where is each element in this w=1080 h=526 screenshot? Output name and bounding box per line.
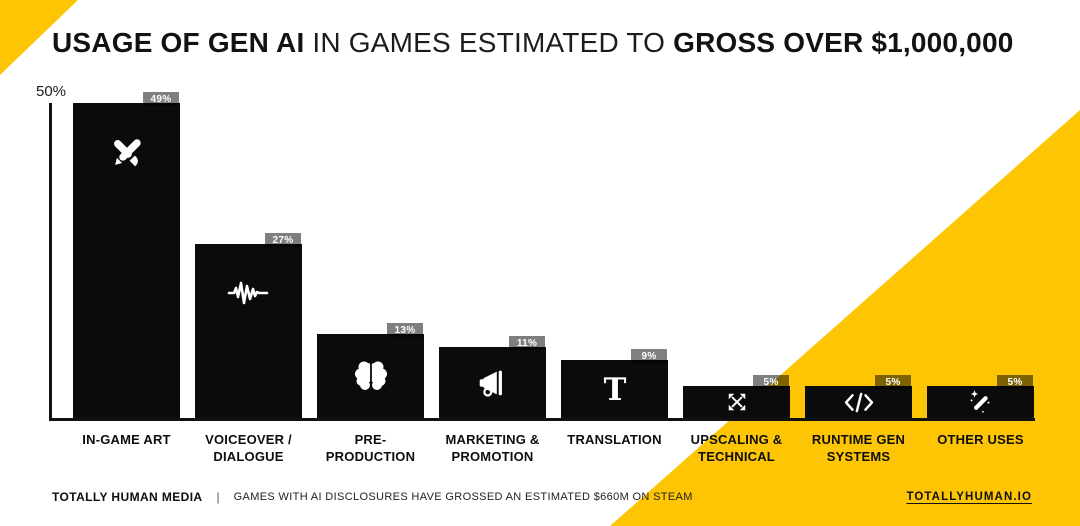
- y-axis-line: [49, 103, 52, 419]
- category-label: PRE-PRODUCTION: [325, 432, 416, 464]
- bar-runtime-gen-systems: [805, 386, 912, 418]
- title-bold-2: GROSS OVER $1,000,000: [673, 27, 1014, 58]
- value-badge: 49%: [143, 92, 179, 106]
- category-label: VOICEOVER / DIALOGUE: [205, 432, 292, 464]
- brand-name: TOTALLY HUMAN MEDIA: [52, 490, 203, 504]
- value-badge: 5%: [875, 375, 911, 389]
- megaphone-icon: [479, 370, 502, 397]
- bar-marketing-promotion: [439, 347, 546, 418]
- brain-icon: [354, 360, 387, 391]
- page-title: USAGE OF GEN AI IN GAMES ESTIMATED TO GR…: [52, 27, 1014, 59]
- bar-voiceover-dialogue: [195, 244, 302, 418]
- value-badge: 5%: [997, 375, 1033, 389]
- bar-pre-production: [317, 334, 424, 418]
- footer-divider: |: [216, 490, 220, 504]
- y-axis-tick-label: 50%: [36, 83, 67, 100]
- pencil-brush-icon: [113, 139, 141, 167]
- x-axis-line: [49, 418, 1035, 421]
- category-label: IN-GAME ART: [82, 432, 171, 447]
- title-bold-1: USAGE OF GEN AI: [52, 27, 305, 58]
- diagonal-band: [610, 110, 1080, 526]
- website-link[interactable]: TOTALLYHUMAN.IO: [906, 491, 1032, 503]
- magic-wand-icon: [970, 390, 989, 413]
- bar-upscaling-technical: [683, 386, 790, 418]
- value-badge: 9%: [631, 349, 667, 363]
- bar-translation: T: [561, 360, 668, 418]
- category-label: RUNTIME GEN SYSTEMS: [811, 432, 906, 464]
- svg-text:T: T: [603, 372, 626, 408]
- code-icon: [844, 392, 873, 412]
- value-badge: 27%: [265, 233, 301, 247]
- corner-triangle: [0, 0, 78, 75]
- value-badge: 13%: [387, 323, 423, 337]
- bar-in-game-art: [73, 103, 180, 418]
- value-badge: 11%: [509, 336, 545, 350]
- letter-t-icon: T: [603, 372, 626, 408]
- category-label: UPSCALING & TECHNICAL: [690, 432, 783, 464]
- footer: TOTALLY HUMAN MEDIA | GAMES WITH AI DISC…: [52, 490, 693, 504]
- category-label: TRANSLATION: [567, 432, 662, 447]
- value-badge: 5%: [753, 375, 789, 389]
- waveform-icon: [227, 281, 268, 305]
- expand-arrows-icon: [728, 393, 745, 411]
- title-regular: IN GAMES ESTIMATED TO: [312, 27, 666, 58]
- category-label: OTHER USES: [937, 432, 1024, 447]
- bar-other-uses: [927, 386, 1034, 418]
- category-label: MARKETING & PROMOTION: [445, 432, 540, 464]
- footer-note: GAMES WITH AI DISCLOSURES HAVE GROSSED A…: [233, 491, 693, 503]
